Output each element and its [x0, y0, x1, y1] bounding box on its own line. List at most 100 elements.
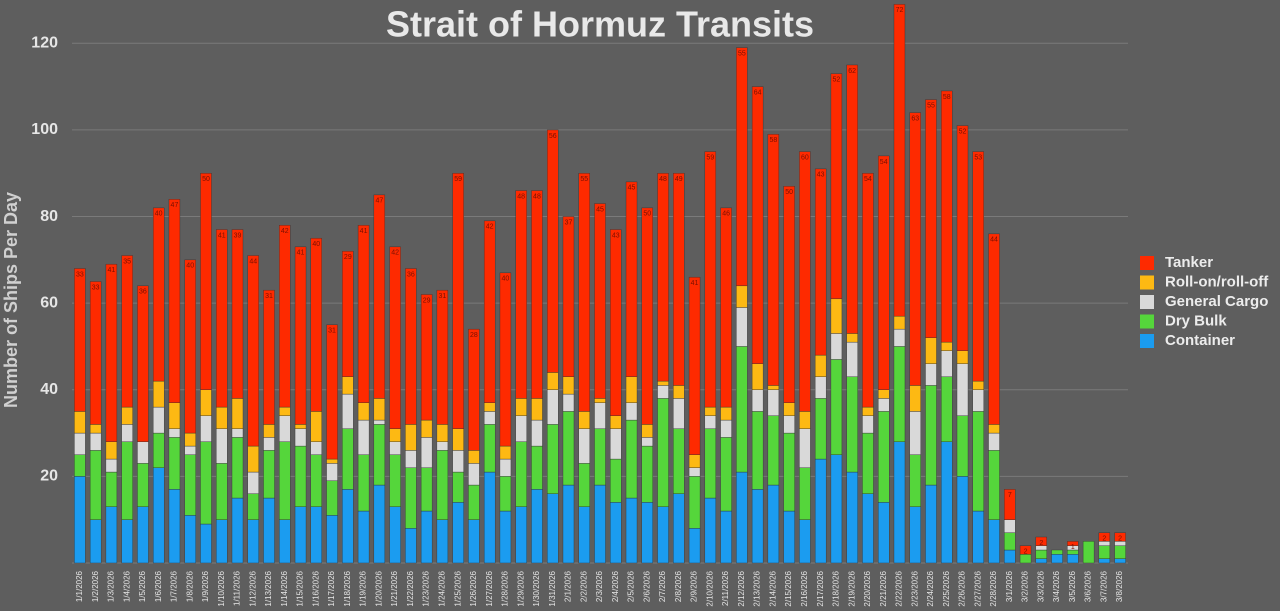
bar-segment [168, 489, 181, 564]
bar-segment [941, 341, 953, 351]
x-tick-label: 2/21/2026 [879, 570, 888, 606]
bar-segment [294, 246, 307, 425]
bar-segment [720, 437, 732, 512]
x-tick-label: 1/10/2026 [217, 570, 226, 606]
bar-segment [704, 497, 717, 564]
x-tick-label: 1/8/2026 [185, 570, 194, 602]
bar-segment [688, 476, 701, 529]
bar-segment [830, 333, 843, 360]
x-tick-label: 3/7/2026 [1099, 570, 1108, 602]
bar-segment [562, 216, 575, 377]
bar-segment [688, 528, 701, 564]
bar-segment [152, 467, 165, 564]
x-tick-label: 2/22/2026 [895, 570, 904, 606]
bar-segment [468, 484, 480, 520]
value-label: 45 [596, 206, 604, 213]
bar-segment [436, 519, 449, 564]
value-label: 63 [911, 115, 919, 122]
x-tick-label: 2/6/2026 [642, 570, 651, 602]
bar-segment [531, 489, 543, 564]
bar-segment [389, 506, 401, 564]
bar-segment [578, 173, 590, 412]
x-tick-label: 2/9/2026 [690, 570, 699, 602]
bar-segment [137, 463, 149, 507]
value-label: 40 [155, 211, 163, 218]
bar-segment [294, 424, 307, 429]
bar-segment [862, 406, 874, 416]
bar-segment [263, 497, 275, 564]
x-tick-label: 1/17/2026 [327, 570, 336, 606]
bar-segment [499, 476, 512, 512]
legend-label: General Cargo [1165, 293, 1268, 310]
bar-segment [74, 268, 86, 412]
bar-segment [452, 502, 464, 564]
bar-segment [751, 389, 764, 412]
bar-segment [200, 173, 212, 390]
bar-segment [468, 328, 480, 451]
value-label: 55 [738, 50, 746, 57]
bar-segment [830, 73, 843, 300]
bar-segment [988, 450, 1000, 520]
x-tick-label: 1/6/2026 [154, 570, 163, 602]
value-label: 1 [1071, 544, 1075, 551]
bar-segment [830, 359, 843, 455]
bar-segment [184, 432, 196, 447]
bar-segment [152, 432, 165, 468]
bar-segment [941, 350, 953, 377]
value-label: 42 [281, 228, 289, 235]
bar-segment [216, 428, 228, 464]
value-label: 59 [706, 154, 714, 161]
bar-segment [846, 64, 858, 334]
bar-segment [373, 194, 386, 399]
y-tick-label: 40 [40, 381, 58, 398]
x-tick-label: 2/25/2026 [942, 570, 951, 606]
x-tick-label: 1/5/2026 [138, 570, 147, 602]
bar-segment [878, 502, 890, 564]
legend-label: Roll-on/roll-off [1165, 273, 1269, 290]
x-tick-label: 1/23/2026 [422, 570, 431, 606]
value-label: 28 [470, 332, 478, 339]
value-label: 40 [502, 276, 510, 283]
bar-segment [483, 411, 496, 425]
bar-segment [799, 151, 811, 412]
bar-segment [357, 454, 370, 512]
x-tick-label: 1/26/2026 [469, 570, 478, 606]
bar-segment [720, 510, 732, 564]
bar-segment [799, 428, 811, 468]
bar-segment [263, 289, 275, 425]
bar-segment [893, 315, 906, 330]
bar-segment [89, 432, 102, 451]
x-tick-label: 1/24/2026 [437, 570, 446, 606]
bar-segment [231, 497, 244, 564]
bar-segment [247, 493, 259, 520]
value-label: 64 [754, 89, 762, 96]
bar-segment [941, 441, 953, 564]
value-label: 47 [171, 202, 179, 209]
x-tick-label: 2/2/2026 [579, 570, 588, 602]
bar-segment [121, 441, 133, 520]
bar-segment [420, 419, 433, 438]
bar-segment [357, 510, 370, 564]
bar-segment [405, 467, 417, 529]
y-tick-label: 60 [40, 294, 58, 311]
value-label: 37 [565, 219, 573, 226]
x-tick-label: 2/1/2026 [564, 570, 573, 602]
bar-segment [736, 47, 748, 287]
x-tick-label: 2/26/2026 [958, 570, 967, 606]
bar-segment [941, 376, 953, 442]
bar-segment [736, 471, 748, 564]
bar-segment [641, 424, 653, 438]
bar-segment [594, 484, 606, 564]
bar-segment [137, 285, 149, 442]
bar-segment [1051, 554, 1063, 564]
value-label: 29 [423, 297, 431, 304]
bar-segment [1035, 536, 1048, 546]
value-label: 41 [297, 250, 305, 257]
x-tick-label: 2/7/2026 [658, 570, 667, 602]
bar-segment [814, 458, 827, 564]
bar-segment [893, 441, 906, 564]
value-label: 35 [123, 258, 131, 265]
bar-segment [972, 411, 984, 512]
legend-swatch [1140, 275, 1154, 290]
value-label: 48 [517, 193, 525, 200]
